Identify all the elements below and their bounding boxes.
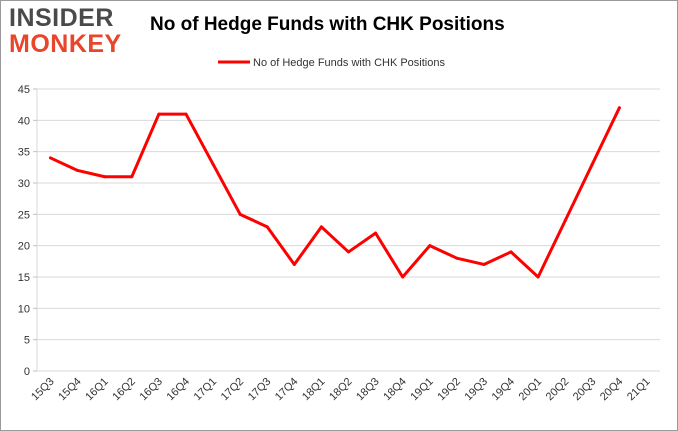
y-tick-label: 15 [18,272,30,284]
y-tick-label: 45 [18,84,30,96]
x-tick-label: 17Q2 [219,376,247,404]
x-tick-label: 20Q2 [544,376,572,404]
data-point [455,256,459,260]
data-point [590,162,594,166]
legend: No of Hedge Funds with CHK Positions [218,57,445,69]
legend-label: No of Hedge Funds with CHK Positions [253,57,445,69]
x-tick-label: 20Q3 [571,376,599,404]
x-tick-label: 15Q4 [56,376,84,404]
logo-text-top: INSIDER [9,4,114,32]
data-point [319,225,323,229]
y-axis-tick-labels: 0 5 10 15 20 25 30 35 40 45 [18,84,30,378]
series-layer [49,106,621,279]
gridlines [37,88,660,372]
data-point [347,250,350,254]
data-point [617,106,621,110]
y-tick-label: 0 [24,366,30,378]
data-point [536,275,540,279]
data-point [184,112,188,116]
x-tick-label: 18Q2 [327,376,355,404]
series-line [49,106,621,279]
data-point [265,225,269,229]
x-tick-label: 18Q3 [354,376,382,404]
x-tick-label: 17Q4 [273,376,301,404]
data-point [509,250,513,254]
x-tick-label: 17Q1 [192,376,220,404]
x-tick-label: 18Q4 [381,376,409,404]
y-tick-label: 5 [24,335,30,347]
data-point [482,262,486,266]
y-tick-label: 35 [18,147,30,159]
chart-title: No of Hedge Funds with CHK Positions [150,14,505,35]
x-tick-label: 19Q1 [408,376,436,404]
data-point [238,212,242,216]
data-point [401,275,405,279]
x-tick-label: 16Q3 [137,376,165,404]
y-tick-label: 40 [18,115,30,127]
x-tick-label: 16Q2 [110,376,138,404]
data-point [49,156,53,160]
x-tick-label: 19Q2 [435,376,463,404]
logo-text-bottom: MONKEY [9,30,122,58]
axes [33,88,38,372]
x-tick-label: 16Q4 [165,376,193,404]
x-tick-label: 19Q4 [490,376,518,404]
data-point [211,162,215,166]
x-axis-tick-labels: 15Q3 15Q4 16Q1 16Q2 16Q3 16Q4 17Q1 17Q2 17Q3 17Q4… [29,376,652,404]
data-point [103,175,107,179]
data-point [563,219,567,223]
data-point [374,231,378,235]
x-tick-label: 20Q4 [598,376,626,404]
x-tick-label: 20Q1 [517,376,545,404]
y-tick-label: 10 [18,303,30,315]
y-tick-label: 20 [18,241,30,253]
data-point [76,168,80,172]
y-tick-label: 30 [18,178,30,190]
x-tick-label: 18Q1 [300,376,328,404]
y-tick-label: 25 [18,209,30,221]
data-point [157,112,161,116]
insider-monkey-logo: INSIDER MONKEY [9,6,122,57]
data-point [428,244,432,248]
x-tick-label: 15Q3 [29,376,57,404]
x-tick-label: 16Q1 [83,376,111,404]
x-tick-label: 21Q1 [625,376,653,404]
x-tick-label: 17Q3 [246,376,274,404]
data-point [130,175,134,179]
data-point [292,262,296,266]
x-tick-label: 19Q3 [463,376,491,404]
